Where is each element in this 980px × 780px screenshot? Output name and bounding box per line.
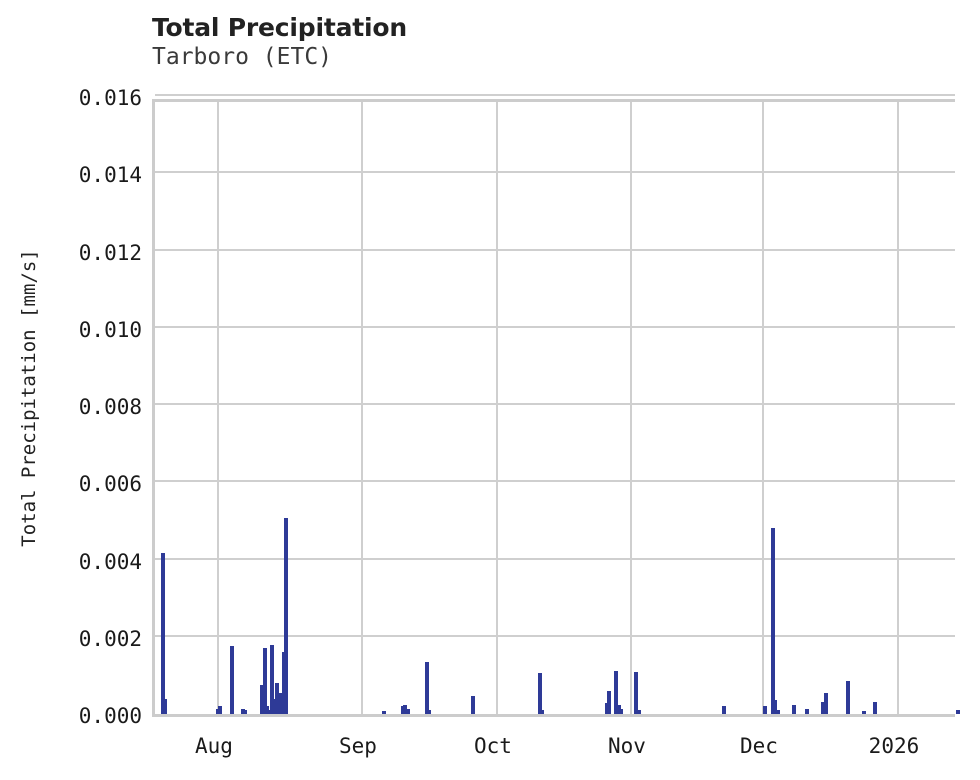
bar [775,710,780,714]
bar [284,517,289,714]
y-tick-label: 0.002 [78,626,142,651]
bar [634,671,639,714]
bar [163,698,168,714]
y-tick-label: 0.012 [78,240,142,265]
gridline-horizontal [155,94,955,96]
bar [861,710,866,714]
bar [538,673,543,714]
bar [427,710,432,714]
bar [821,702,826,714]
gridline-vertical [495,102,498,714]
bar [240,708,245,714]
y-tick-label: 0.000 [78,704,142,728]
bar [770,527,775,714]
y-tick-label: 0.010 [78,317,142,342]
x-axis-tick-labels: Aug Sep Oct Nov Dec 2026 [152,736,955,766]
gridline-horizontal [155,480,955,483]
x-tick-label: Dec [740,734,778,758]
bar [405,709,410,714]
gridline-vertical [761,102,764,714]
bar [260,685,265,714]
bar [161,552,166,714]
bar [872,701,877,714]
x-tick-label: Sep [339,734,377,758]
bar [762,706,767,714]
bar [269,645,274,714]
bar [604,703,609,714]
bar [265,706,269,714]
bar [956,710,961,714]
gridline-horizontal [155,325,955,328]
gridline-vertical [216,102,219,714]
bar [382,710,387,714]
chart-subtitle: Tarboro (ETC) [152,44,333,70]
bar [281,652,286,714]
gridline-horizontal [155,171,955,174]
bar [540,710,545,714]
gridline-vertical [360,102,363,714]
bar [721,705,726,714]
bar [619,709,624,714]
bar [845,681,850,714]
y-tick-label: 0.006 [78,472,142,497]
gridline-horizontal [155,557,955,560]
bar [400,705,405,714]
bar [636,710,641,714]
y-tick-label: 0.008 [78,395,142,419]
bar [805,709,810,714]
bar [272,698,277,714]
bar [242,710,247,714]
bar [279,692,284,714]
bar [607,690,612,714]
bar [274,683,279,714]
bar [614,670,619,714]
bar [262,647,267,714]
x-tick-label: 2026 [868,734,920,758]
y-tick-label: 0.014 [78,163,142,188]
bar [267,710,272,714]
x-tick-label: Nov [608,734,646,758]
y-axis-tick-labels: 0.016 0.014 0.012 0.010 0.008 0.006 0.004 0.002… [0,0,142,780]
bar [791,704,796,714]
gridline-horizontal [155,634,955,637]
x-tick-label: Aug [195,734,233,758]
bar [616,704,621,714]
bar [403,704,408,714]
bar [216,709,221,714]
bar [218,705,223,714]
gridline-vertical [629,102,632,714]
bar [424,661,429,714]
bar [823,692,828,714]
chart-title: Total Precipitation [152,13,407,42]
plot-area [152,94,961,717]
bar [229,646,234,714]
bar [470,695,475,714]
y-tick-label: 0.016 [78,86,142,110]
gridline-horizontal [155,248,955,251]
y-tick-label: 0.004 [78,549,142,574]
plot-inner [155,94,961,714]
title-block: Total Precipitation Tarboro (ETC) [152,14,912,72]
gridline-horizontal [155,403,955,405]
bar [277,706,282,714]
bar [773,700,778,714]
gridline-vertical [896,102,899,714]
x-tick-label: Oct [473,734,512,758]
